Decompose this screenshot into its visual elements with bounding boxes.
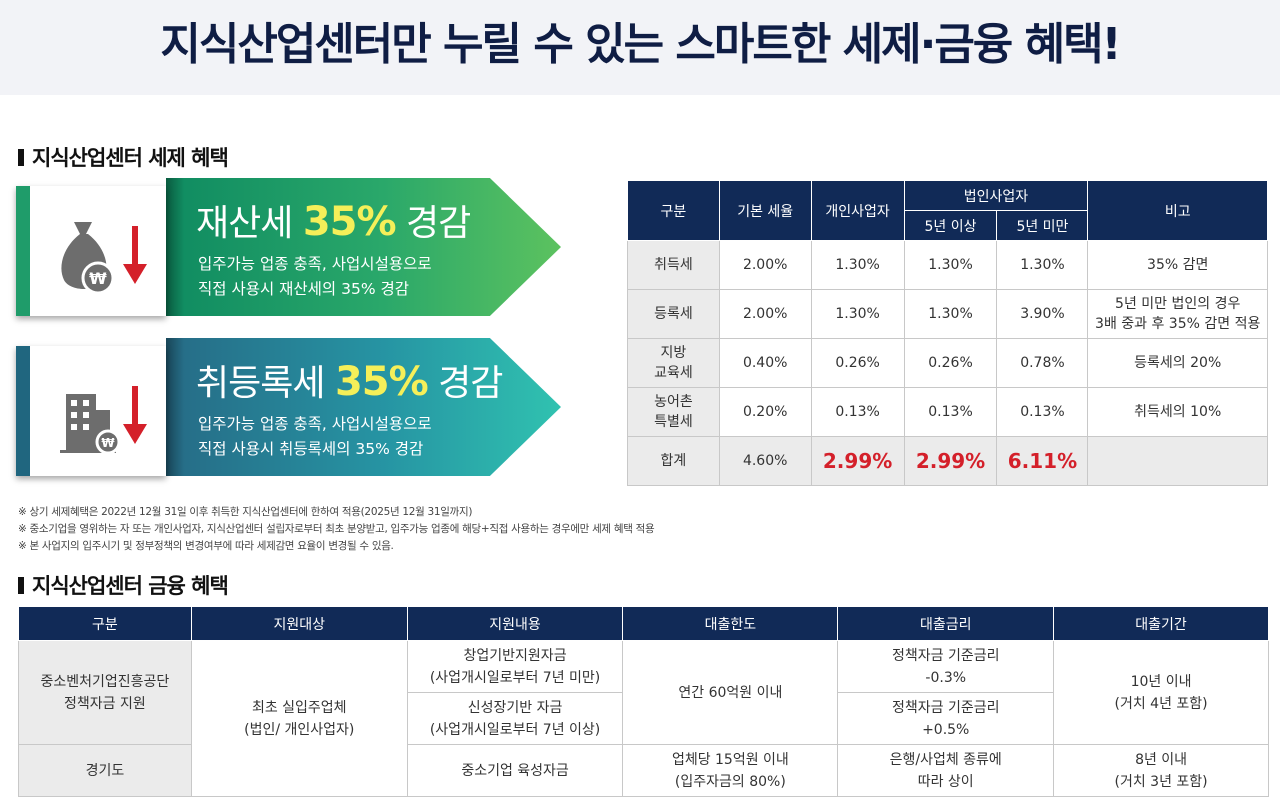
svg-text:₩: ₩ [89, 269, 107, 288]
row-label: 등록세 [627, 289, 720, 339]
org-sbc: 중소벤처기업진흥공단 정책자금 지원 [18, 640, 192, 745]
loan-rate: 은행/사업체 종류에 따라 상이 [837, 744, 1055, 797]
finance-section-heading-text: 지식산업센터 금융 혜택 [32, 574, 229, 598]
cell-remarks: 취득세의 10% [1087, 387, 1268, 437]
cell-corp-5minus: 0.78% [996, 338, 1089, 388]
banner-title-percent: 35% [302, 199, 397, 245]
header-category: 구분 [627, 180, 720, 241]
banner-headline: 재산세 35% 경감 [196, 194, 471, 246]
cell-corp-5plus: 0.26% [903, 338, 998, 388]
total-individual: 2.99% [810, 436, 905, 486]
header-content: 지원내용 [406, 606, 624, 641]
page-title: 지식산업센터만 누릴 수 있는 스마트한 세제·금융 혜택! [160, 19, 1121, 70]
heading-marker [18, 148, 24, 166]
loan-rate: 정책자금 기준금리 -0.3% [837, 640, 1055, 693]
table-row: 취득세 2.00% 1.30% 1.30% 1.30% 35% 감면 [627, 240, 1268, 290]
loan-rate: 정책자금 기준금리 +0.5% [837, 692, 1055, 745]
banner-title-prefix: 취등록세 [196, 363, 325, 404]
cell-base: 2.00% [718, 240, 812, 290]
footnote: ※ 중소기업을 영위하는 자 또는 개인사업자, 지식산업센터 설립자로부터 최… [18, 523, 655, 535]
acquisition-tax-banner: ₩ 취등록세 35% 경감 입주가능 업종 충족, 사업시설용으로 직접 사용시… [16, 338, 561, 476]
banner-description: 입주가능 업종 충족, 사업시설용으로 직접 사용시 취등록세의 35% 경감 [198, 415, 432, 458]
cell-base: 0.40% [718, 338, 812, 388]
header-individual: 개인사업자 [810, 180, 905, 241]
banner-title-suffix: 경감 [406, 203, 471, 244]
table-row: 농어촌 특별세 0.20% 0.13% 0.13% 0.13% 취득세의 10% [627, 387, 1268, 437]
tax-section-heading-text: 지식산업센터 세제 혜택 [32, 146, 229, 170]
row-label: 취득세 [627, 240, 720, 290]
banner-headline: 취등록세 35% 경감 [196, 354, 503, 406]
total-row: 합계 4.60% 2.99% 2.99% 6.11% [627, 436, 1268, 486]
header-rate: 대출금리 [837, 606, 1055, 641]
row-label: 농어촌 특별세 [627, 387, 720, 437]
table-row: 중소벤처기업진흥공단 정책자금 지원 최초 실입주업체 (법인/ 개인사업자) … [18, 640, 1269, 797]
banner-icon-box: ₩ [16, 346, 166, 476]
header-corp-5plus: 5년 이상 [903, 210, 998, 241]
header-category: 구분 [18, 606, 192, 641]
header-period: 대출기간 [1053, 606, 1269, 641]
total-remarks [1087, 436, 1268, 486]
banner-arrow [166, 178, 561, 316]
loan-period: 8년 이내 (거치 3년 포함) [1053, 744, 1269, 797]
row-label: 지방 교육세 [627, 338, 720, 388]
loan-limit: 업체당 15억원 이내 (입주자금의 80%) [622, 744, 839, 797]
support-content: 중소기업 육성자금 [406, 744, 624, 797]
svg-text:₩: ₩ [101, 436, 115, 450]
header-corporate: 법인사업자 [903, 180, 1089, 211]
title-band [0, 0, 1280, 95]
cell-corp-5plus: 1.30% [903, 289, 998, 339]
cell-individual: 1.30% [810, 289, 905, 339]
cell-remarks: 35% 감면 [1087, 240, 1268, 290]
cell-remarks: 등록세의 20% [1087, 338, 1268, 388]
cell-corp-5minus: 1.30% [996, 240, 1089, 290]
banner-description: 입주가능 업종 충족, 사업시설용으로 직접 사용시 재산세의 35% 경감 [198, 255, 432, 298]
footnotes: ※ 상기 세제혜택은 2022년 12월 31일 이후 취득한 지식산업센터에 … [18, 504, 655, 555]
building-won-down-icon: ₩ [60, 386, 147, 455]
loan-limit: 연간 60억원 이내 [622, 640, 839, 745]
table-row: 경기도 중소기업 육성자금 업체당 15억원 이내 (입주자금의 80%) 은행… [18, 744, 1269, 797]
property-tax-banner: ₩ 재산세 35% 경감 입주가능 업종 충족, 사업시설용으로 직접 사용시 … [16, 178, 561, 316]
cell-remarks: 5년 미만 법인의 경우 3배 중과 후 35% 감면 적용 [1087, 289, 1268, 339]
banner-icon-box: ₩ [16, 186, 166, 316]
total-base: 4.60% [718, 436, 812, 486]
cell-corp-5plus: 1.30% [903, 240, 998, 290]
money-bag-won-down-icon: ₩ [61, 222, 147, 295]
loan-period: 10년 이내 (거치 4년 포함) [1053, 640, 1269, 745]
cell-base: 0.20% [718, 387, 812, 437]
banner-title-suffix: 경감 [438, 363, 503, 404]
support-content: 신성장기반 자금 (사업개시일로부터 7년 이상) [406, 692, 624, 745]
tax-benefit-table: 구분 기본 세율 개인사업자 법인사업자 비고 5년 이상 5년 미만 취득세 … [627, 180, 1268, 486]
total-corp-5minus: 6.11% [996, 436, 1089, 486]
support-target: 최초 실입주업체 (법인/ 개인사업자) [190, 640, 408, 797]
cell-individual: 1.30% [810, 240, 905, 290]
header-base-rate: 기본 세율 [718, 180, 812, 241]
header-corp-5minus: 5년 미만 [996, 210, 1089, 241]
banner-title-prefix: 재산세 [196, 203, 293, 244]
footnote: ※ 본 사업지의 입주시기 및 정부정책의 변경여부에 따라 세제감면 요율이 … [18, 540, 394, 552]
cell-corp-5minus: 0.13% [996, 387, 1089, 437]
cell-individual: 0.26% [810, 338, 905, 388]
total-corp-5plus: 2.99% [903, 436, 998, 486]
table-row: 지방 교육세 0.40% 0.26% 0.26% 0.78% 등록세의 20% [627, 338, 1268, 388]
banner-title-percent: 35% [334, 359, 429, 405]
footnote: ※ 상기 세제혜택은 2022년 12월 31일 이후 취득한 지식산업센터에 … [18, 506, 473, 518]
cell-base: 2.00% [718, 289, 812, 339]
header-limit: 대출한도 [622, 606, 839, 641]
table-row: 등록세 2.00% 1.30% 1.30% 3.90% 5년 미만 법인의 경우… [627, 289, 1268, 339]
header-remarks: 비고 [1087, 180, 1268, 241]
header-target: 지원대상 [190, 606, 408, 641]
total-label: 합계 [627, 436, 720, 486]
support-content: 창업기반지원자금 (사업개시일로부터 7년 미만) [406, 640, 624, 693]
finance-benefit-table: 구분 지원대상 지원내용 대출한도 대출금리 대출기간 중소벤처기업진흥공단 정… [18, 606, 1269, 797]
finance-section-heading: 지식산업센터 금융 혜택 [18, 570, 229, 600]
cell-corp-5plus: 0.13% [903, 387, 998, 437]
banner-arrow [166, 338, 561, 476]
tax-section-heading: 지식산업센터 세제 혜택 [18, 142, 229, 172]
cell-individual: 0.13% [810, 387, 905, 437]
org-gyeonggi: 경기도 [18, 744, 192, 797]
cell-corp-5minus: 3.90% [996, 289, 1089, 339]
table-row: 신성장기반 자금 (사업개시일로부터 7년 이상) 정책자금 기준금리 +0.5… [19, 692, 1269, 745]
heading-marker [18, 576, 24, 594]
